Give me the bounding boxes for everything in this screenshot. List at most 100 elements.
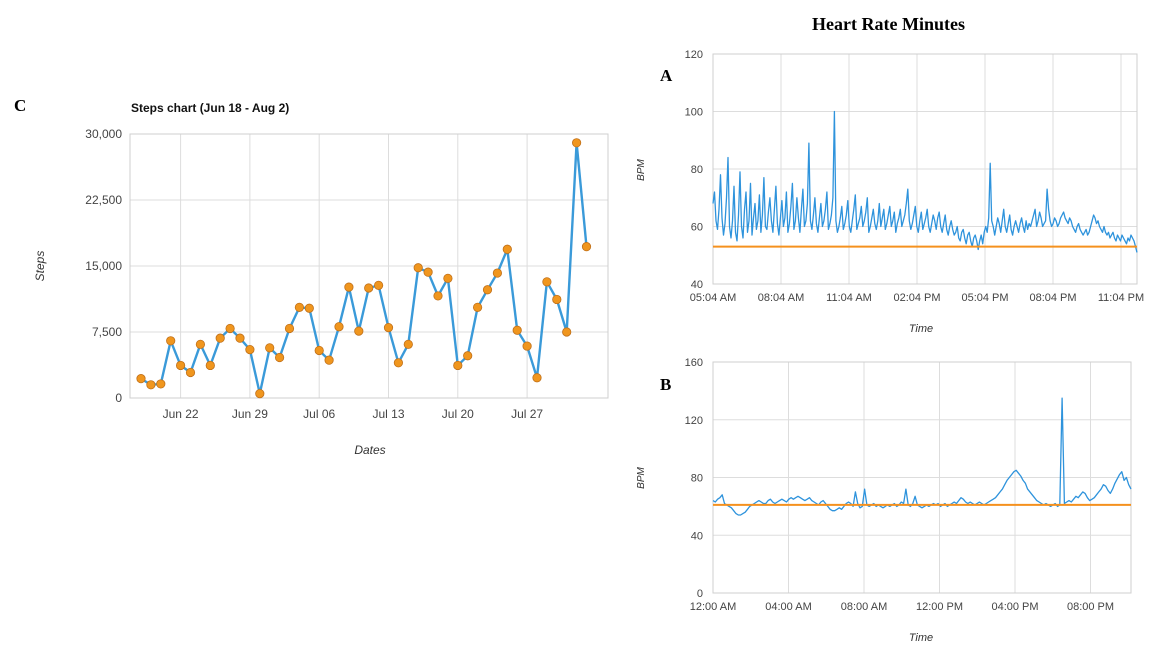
steps-data-point [571,138,582,148]
steps-data-point [156,379,166,389]
steps-chart-title: Steps chart (Jun 18 - Aug 2) [131,101,289,115]
steps-data-point [383,323,394,333]
steps-data-point [354,326,364,336]
steps-data-point [304,303,314,313]
hra-y-tick-label: 80 [691,164,703,176]
steps-data-point [136,374,146,384]
heart-rate-chart-a: 40 60 80 100 120 05:04 AM 08:04 AM 11:04 AM 02:… [636,49,1144,335]
steps-x-tick-label: Jun 29 [232,407,268,421]
hra-x-tick-label: 05:04 PM [961,292,1008,304]
hrb-y-tick-label: 160 [685,357,703,369]
steps-data-point [245,345,255,355]
steps-data-point [314,345,324,356]
hrb-y-tick-label: 80 [691,473,703,485]
hra-y-tick-label: 120 [685,49,703,61]
heart-rate-a-plot-frame [712,53,1138,285]
hra-x-tick-label: 05:04 AM [690,292,736,304]
steps-data-point [364,283,374,293]
steps-chart: Steps chart (Jun 18 - Aug 2) 0 7,500 15,00… [33,101,609,457]
heart-rate-a-gridlines [712,53,1137,285]
steps-data-point [472,302,483,312]
steps-x-axis-title: Dates [354,443,385,457]
hrb-x-tick-label: 12:00 AM [690,601,736,613]
heart-rate-b-x-tick-labels: 12:00 AM 04:00 AM 08:00 AM 12:00 PM 04:00 PM… [690,601,1114,613]
steps-y-tick-label: 7,500 [92,325,122,339]
hra-x-tick-label: 11:04 PM [1098,292,1144,304]
steps-data-point [423,267,433,277]
hra-x-tick-label: 11:04 AM [826,292,872,304]
steps-series [136,138,592,399]
steps-data-point [463,351,473,361]
steps-gridlines [130,133,608,399]
heart-rate-b-x-axis-title: Time [909,632,933,644]
steps-data-point [552,294,562,305]
steps-data-point [413,263,423,273]
heart-rate-b-y-tick-labels: 0 40 80 120 160 [685,357,703,600]
steps-data-point [215,333,225,343]
steps-series-line [140,141,588,395]
steps-data-point [433,291,443,301]
hrb-x-tick-label: 04:00 PM [991,601,1038,613]
steps-data-point [542,277,552,287]
heart-rate-a-series [712,110,1138,253]
steps-data-point [403,339,413,349]
steps-data-point [324,355,334,365]
steps-x-tick-label: Jul 13 [372,407,404,421]
steps-y-axis-title: Steps [33,251,47,282]
steps-data-point [185,367,196,378]
heart-rate-a-y-tick-labels: 40 60 80 100 120 [685,49,703,291]
steps-plot-frame [129,133,609,399]
hrb-x-tick-label: 12:00 PM [916,601,963,613]
hrb-y-tick-label: 0 [697,588,703,600]
steps-data-point [393,358,403,368]
hra-x-tick-label: 02:04 PM [893,292,940,304]
heart-rate-a-x-axis-title: Time [909,323,933,335]
steps-data-point [166,336,176,346]
steps-data-point [205,360,215,371]
steps-x-tick-labels: Jun 22 Jun 29 Jul 06 Jul 13 Jul 20 Jul 27 [163,407,544,421]
heart-rate-b-gridlines [712,361,1131,594]
steps-data-point [373,280,384,290]
steps-data-point [225,323,235,334]
steps-data-point [562,327,572,337]
steps-data-point [235,333,245,343]
hrb-y-tick-label: 120 [685,415,703,427]
hra-x-tick-label: 08:04 PM [1029,292,1076,304]
panel-label-c: C [14,96,27,115]
heart-rate-b-plot-frame [712,361,1132,594]
steps-data-point [512,325,522,335]
steps-y-tick-label: 0 [115,391,122,405]
steps-x-tick-label: Jun 22 [163,407,199,421]
heart-rate-a-y-axis-title: BPM [636,158,647,180]
hra-series-line [712,110,1138,253]
steps-x-tick-label: Jul 20 [442,407,474,421]
hra-y-tick-label: 100 [685,107,703,119]
hra-y-tick-label: 40 [691,279,703,291]
steps-data-point [195,339,205,349]
steps-y-tick-label: 30,000 [85,127,122,141]
steps-data-point [581,242,592,252]
steps-data-point [274,352,285,363]
steps-data-point [344,282,354,292]
steps-data-point [532,373,542,383]
hrb-x-tick-label: 04:00 AM [765,601,811,613]
panel-label-b: B [660,375,672,394]
steps-data-point [453,360,463,371]
steps-y-tick-label: 15,000 [85,259,122,273]
heart-rate-b-y-axis-title: BPM [636,466,647,488]
steps-data-point [492,268,502,278]
steps-data-point [502,244,512,254]
steps-x-tick-label: Jul 27 [511,407,543,421]
hra-y-tick-label: 60 [691,222,703,234]
steps-data-point [522,341,532,351]
panel-label-a: A [660,66,673,85]
page-title: Heart Rate Minutes [812,14,965,34]
hrb-x-tick-label: 08:00 AM [841,601,887,613]
heart-rate-a-x-tick-labels: 05:04 AM 08:04 AM 11:04 AM 02:04 PM 05:04 PM… [690,292,1144,304]
steps-data-point [443,273,453,283]
steps-x-tick-label: Jul 06 [303,407,335,421]
steps-data-point [255,388,265,399]
steps-data-point [284,323,295,334]
steps-data-point [482,285,493,295]
